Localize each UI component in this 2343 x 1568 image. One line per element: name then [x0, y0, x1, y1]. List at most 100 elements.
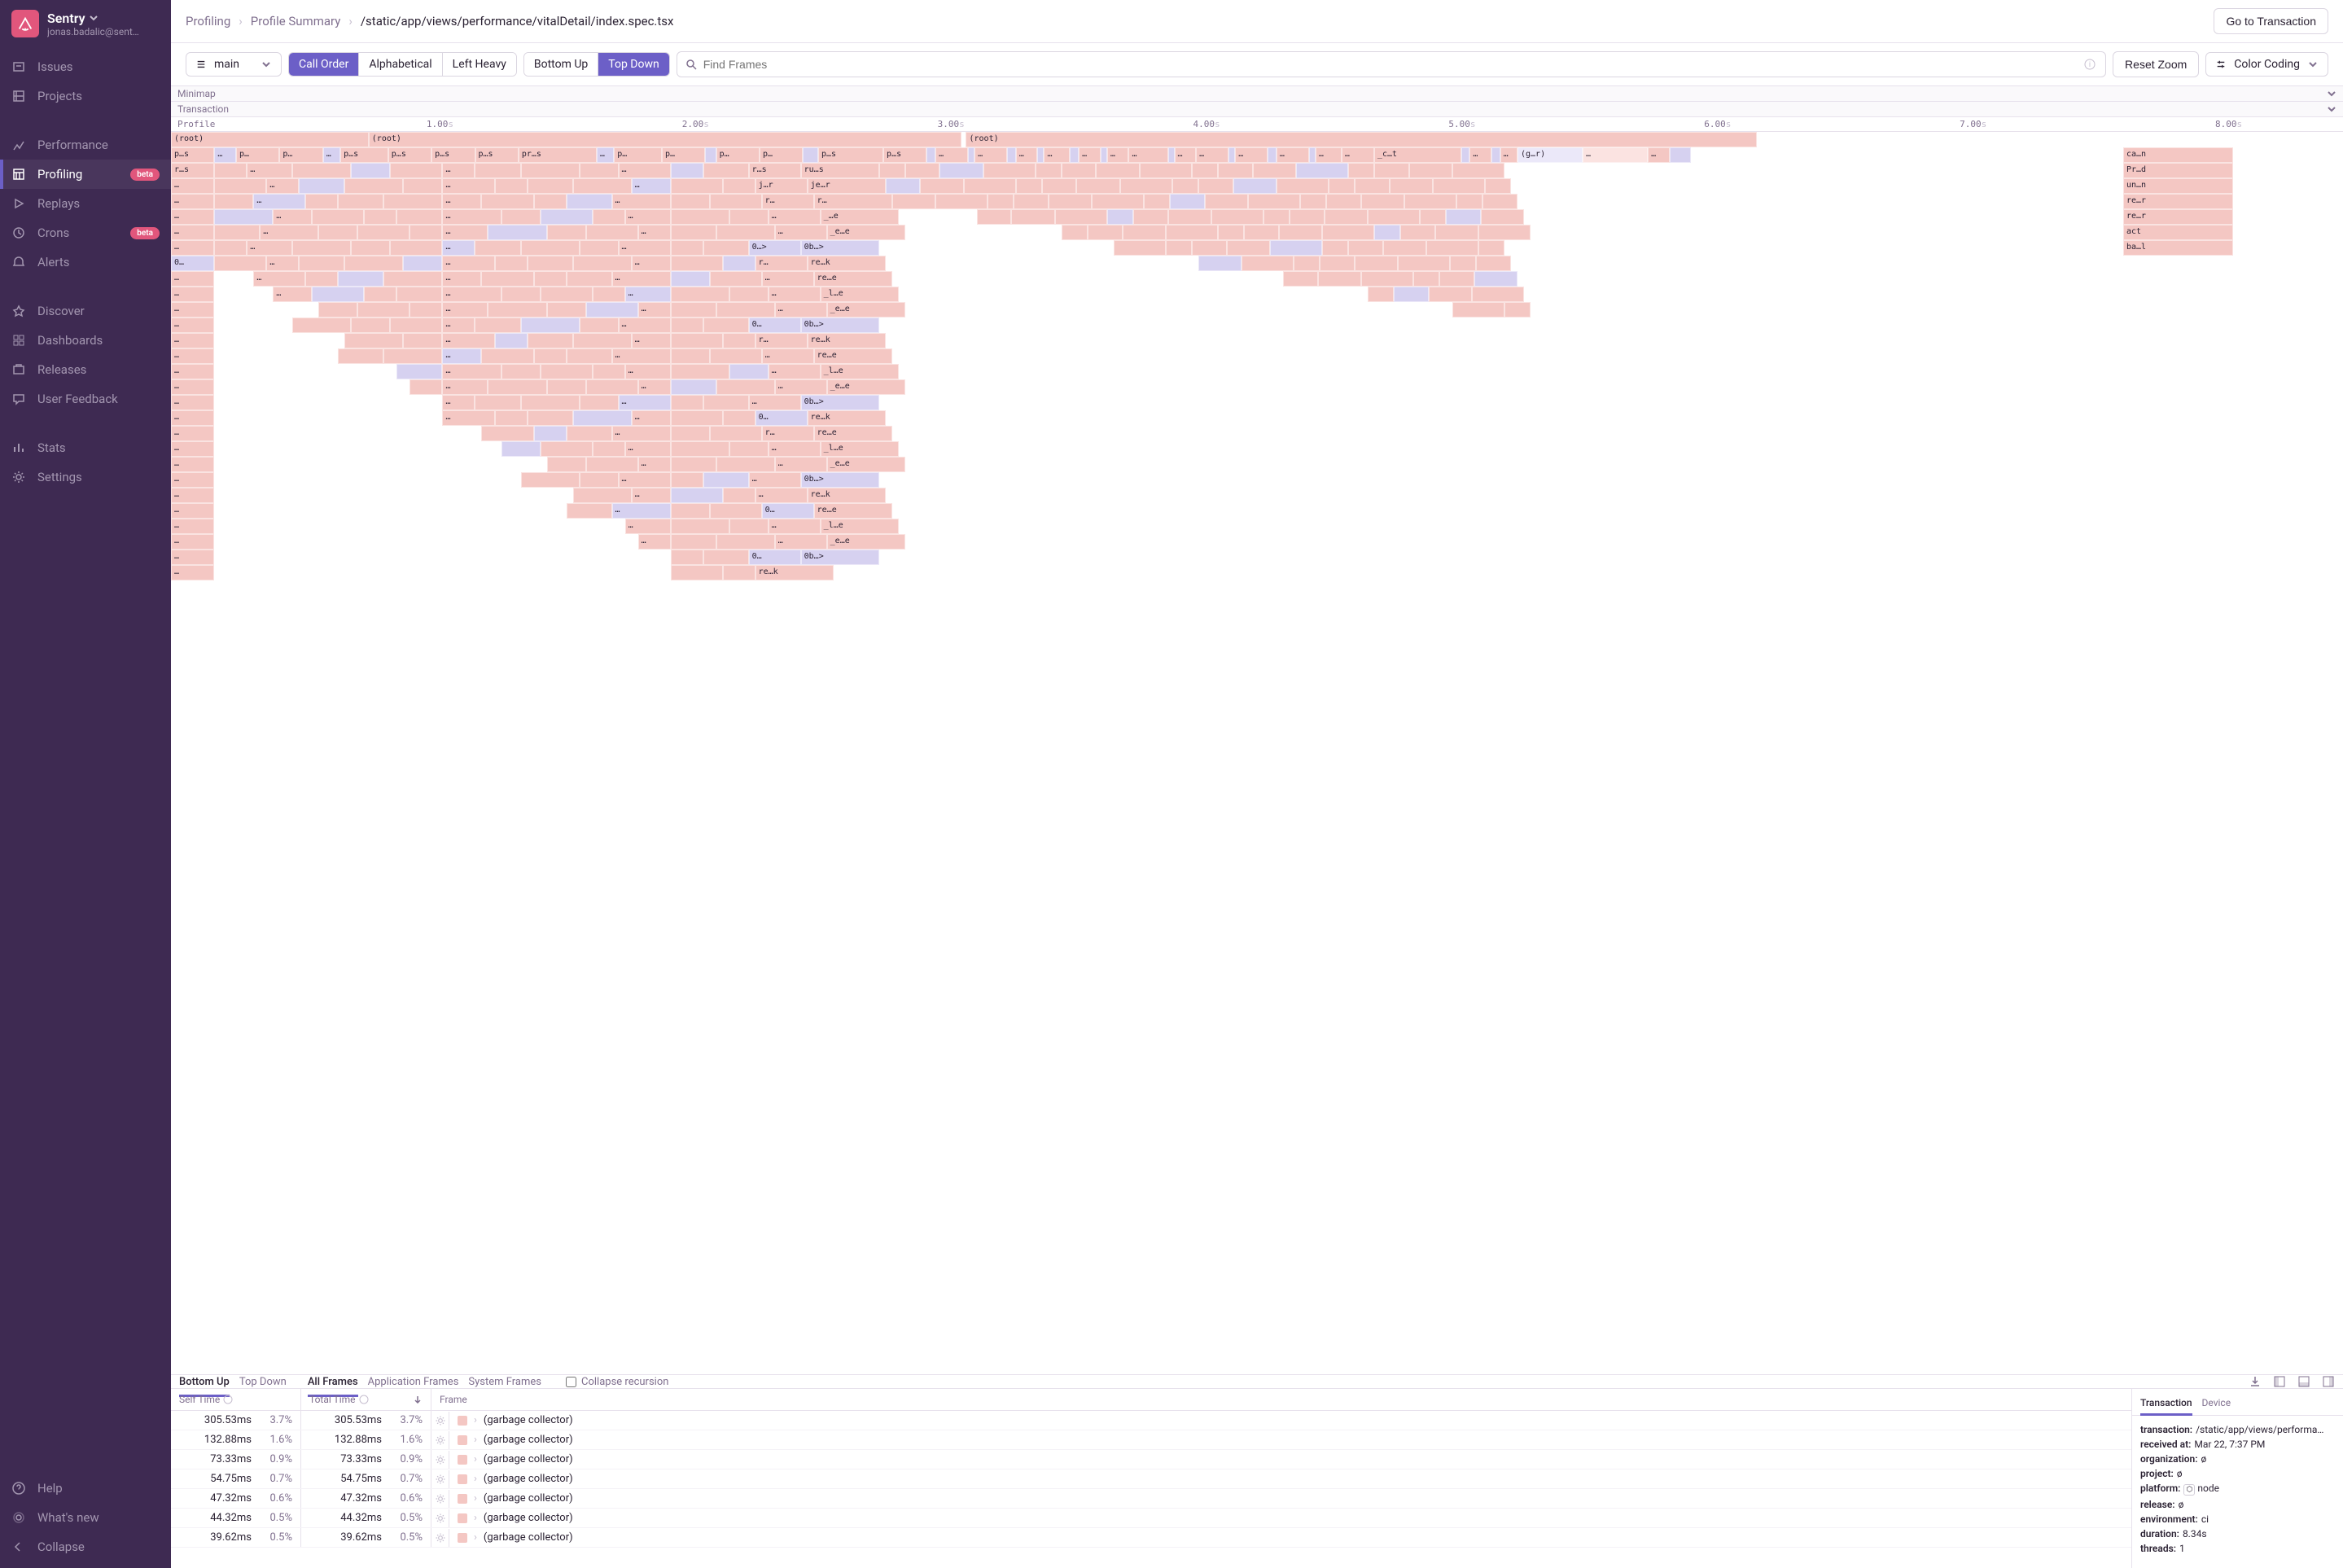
flame-frame[interactable]	[586, 302, 638, 318]
expand-icon[interactable]: ›	[474, 1492, 477, 1504]
flame-frame[interactable]	[1014, 194, 1049, 209]
flame-frame[interactable]	[390, 318, 442, 333]
flame-frame[interactable]	[1400, 225, 1435, 240]
flame-frame[interactable]: …	[1196, 147, 1228, 163]
flame-frame[interactable]	[383, 194, 442, 209]
flame-frame[interactable]: …	[612, 426, 671, 441]
flame-frame[interactable]	[351, 318, 390, 333]
flame-frame[interactable]	[920, 178, 963, 194]
flame-frame[interactable]	[1383, 240, 1426, 256]
flame-frame[interactable]	[671, 395, 703, 410]
flame-frame[interactable]: r…s	[171, 163, 214, 178]
layout-right-icon[interactable]	[2322, 1375, 2335, 1388]
flame-frame[interactable]: …	[769, 364, 821, 379]
flame-frame[interactable]	[1491, 147, 1500, 163]
flame-frame[interactable]: …	[1648, 147, 1670, 163]
flame-frame[interactable]	[671, 379, 716, 395]
nav-discover[interactable]: Discover	[0, 296, 171, 326]
flame-frame[interactable]	[475, 163, 520, 178]
flame-frame[interactable]	[1476, 256, 1511, 271]
flame-frame[interactable]	[501, 364, 541, 379]
transaction-strip[interactable]: Transaction	[171, 102, 2343, 117]
flame-frame[interactable]	[580, 472, 619, 488]
col-frame[interactable]: Frame	[431, 1389, 2131, 1410]
flame-frame[interactable]	[1242, 256, 1294, 271]
flame-frame[interactable]: …	[171, 426, 214, 441]
flame-frame[interactable]	[1326, 194, 1361, 209]
flame-frame[interactable]: …	[1235, 147, 1268, 163]
row-gear-icon[interactable]	[431, 1451, 449, 1469]
flame-frame[interactable]: re…k	[808, 256, 886, 271]
flame-frame[interactable]: …	[266, 178, 299, 194]
flame-frame[interactable]: …	[1044, 147, 1070, 163]
meta-tab-transaction[interactable]: Transaction	[2140, 1394, 2192, 1416]
flame-frame[interactable]	[495, 256, 528, 271]
expand-icon[interactable]: ›	[474, 1512, 477, 1524]
flame-frame[interactable]	[357, 225, 409, 240]
flame-frame[interactable]	[1355, 256, 1398, 271]
table-row[interactable]: 54.75ms0.7%54.75ms0.7%›(garbage collecto…	[171, 1469, 2131, 1489]
flame-frame[interactable]: …	[769, 441, 821, 457]
flame-frame[interactable]: …	[171, 178, 214, 194]
flame-frame[interactable]: …	[1469, 147, 1491, 163]
flame-frame[interactable]	[1283, 271, 1318, 287]
flame-frame[interactable]	[671, 163, 703, 178]
flame-frame[interactable]: …	[171, 364, 214, 379]
flame-frame[interactable]	[357, 302, 409, 318]
flame-frame[interactable]: …	[266, 256, 299, 271]
row-gear-icon[interactable]	[431, 1529, 449, 1547]
flame-frame[interactable]: …	[597, 147, 614, 163]
flame-frame[interactable]: pr…s	[519, 147, 597, 163]
flame-frame[interactable]	[1461, 147, 1470, 163]
flame-frame[interactable]: …	[171, 441, 214, 457]
flame-frame[interactable]	[292, 240, 351, 256]
flame-frame[interactable]	[475, 395, 520, 410]
flame-frame[interactable]: 0…>	[749, 240, 801, 256]
flame-frame[interactable]: …	[442, 333, 494, 348]
flame-frame[interactable]	[338, 348, 383, 364]
flame-frame[interactable]: …	[214, 147, 236, 163]
flame-frame[interactable]	[1361, 271, 1413, 287]
flame-frame[interactable]: re…r	[2123, 209, 2233, 225]
flame-frame[interactable]	[723, 333, 755, 348]
flame-frame[interactable]	[338, 194, 383, 209]
flame-frame[interactable]	[671, 550, 703, 565]
row-gear-icon[interactable]	[431, 1509, 449, 1527]
flame-frame[interactable]: …	[625, 441, 671, 457]
flame-frame[interactable]	[1404, 194, 1456, 209]
flame-frame[interactable]	[1211, 209, 1263, 225]
flame-frame[interactable]	[214, 178, 266, 194]
flame-frame[interactable]: …	[442, 410, 494, 426]
flame-frame[interactable]	[1329, 178, 1355, 194]
flame-frame[interactable]	[567, 348, 612, 364]
flame-frame[interactable]	[567, 503, 612, 519]
flame-root[interactable]: (root)	[966, 132, 1756, 147]
flame-frame[interactable]: …	[171, 488, 214, 503]
nav-user-feedback[interactable]: User Feedback	[0, 384, 171, 414]
flame-frame[interactable]	[586, 457, 638, 472]
flame-frame[interactable]: …	[769, 519, 821, 534]
flame-frame[interactable]	[541, 287, 593, 302]
flame-frame[interactable]: …	[442, 163, 475, 178]
flame-frame[interactable]	[703, 163, 749, 178]
flame-frame[interactable]: …	[1316, 147, 1342, 163]
flame-frame[interactable]	[671, 178, 723, 194]
flame-frame[interactable]	[501, 441, 541, 457]
layout-left-icon[interactable]	[2273, 1375, 2286, 1388]
flame-frame[interactable]	[671, 240, 703, 256]
flame-frame[interactable]	[1049, 194, 1092, 209]
flame-frame[interactable]: …	[775, 302, 827, 318]
flame-frame[interactable]	[671, 318, 703, 333]
flame-frame[interactable]	[723, 565, 755, 580]
flame-frame[interactable]	[396, 287, 442, 302]
flame-graph[interactable]: (root)(root)(root)p…s…p…p……p…sp…sp…sp…sp…	[171, 132, 2343, 1374]
flame-frame[interactable]: …	[171, 550, 214, 565]
flame-frame[interactable]	[383, 271, 442, 287]
flame-frame[interactable]	[1394, 287, 1429, 302]
flame-frame[interactable]	[1294, 256, 1320, 271]
nav-dashboards[interactable]: Dashboards	[0, 326, 171, 355]
flame-frame[interactable]	[344, 333, 403, 348]
flame-frame[interactable]: …	[247, 240, 292, 256]
flame-frame[interactable]	[671, 410, 723, 426]
nav-releases[interactable]: Releases	[0, 355, 171, 384]
